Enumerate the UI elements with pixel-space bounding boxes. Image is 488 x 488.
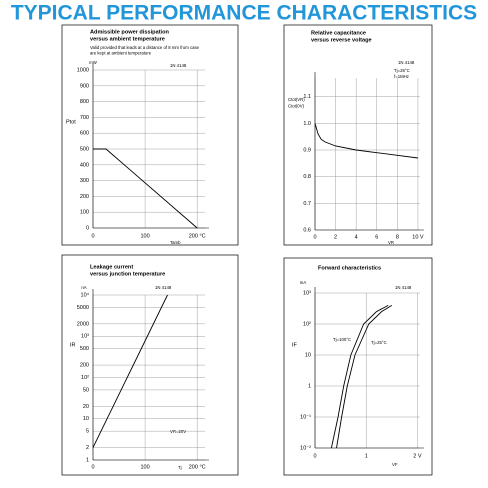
part-number: 1N 4148 — [170, 63, 187, 68]
x-tick-label: 0 — [91, 233, 94, 239]
x-tick-label: 100 — [140, 233, 149, 239]
y-tick-label: 10² — [303, 321, 311, 327]
part-number: 1N 4148 — [395, 285, 412, 290]
data-line — [314, 123, 418, 159]
chart-subtitle: versus junction temperature — [90, 271, 165, 277]
y-tick-label: 10⁻² — [300, 445, 311, 451]
x-tick-label: 4 — [355, 234, 358, 240]
annotation: VR=20V — [170, 429, 186, 434]
x-tick-label: 8 — [396, 234, 399, 240]
y-unit: nA — [81, 285, 86, 290]
y-tick-label: 2000 — [77, 321, 89, 327]
y-tick-label: 10 — [305, 352, 311, 358]
panel-frame — [61, 24, 239, 246]
annotation: Tj=25°C — [371, 340, 387, 345]
y-tick-label: 500 — [80, 146, 89, 152]
y-tick-label: 10³ — [303, 290, 311, 296]
y-tick-label: 0.9 — [303, 147, 311, 153]
chart-subtitle: versus reverse voltage — [311, 37, 372, 43]
page-title: TYPICAL PERFORMANCE CHARACTERISTICS — [11, 2, 477, 25]
y-tick-label: 0 — [86, 225, 89, 231]
x-tick-label: 100 — [140, 464, 149, 470]
y-tick-label: 800 — [80, 99, 89, 105]
y-unit: mW — [89, 60, 98, 65]
chart-subtitle: versus ambient temperature — [90, 36, 165, 42]
annotation: f=1MHz — [394, 74, 409, 79]
y-axis-label: IR — [70, 342, 76, 348]
x-tick-label: 0 — [91, 464, 94, 470]
x-tick-label: 200 °C — [189, 464, 206, 470]
y-tick-label: 10 — [83, 416, 89, 422]
y-axis-label: Ctot(0V) — [288, 104, 305, 109]
y-tick-label: 600 — [80, 131, 89, 137]
chart-title: Relative capacitance — [311, 30, 366, 36]
data-line — [93, 148, 198, 229]
y-axis-label: Ctot(VR) — [288, 97, 305, 102]
y-tick-label: 1.1 — [303, 94, 311, 100]
y-tick-label: 200 — [80, 194, 89, 200]
y-axis-label: IF — [292, 342, 298, 348]
y-tick-label: 0.6 — [303, 227, 311, 233]
y-tick-label: 700 — [80, 115, 89, 121]
y-tick-label: 0.7 — [303, 201, 311, 207]
x-axis-label: VF — [392, 462, 398, 467]
data-line — [92, 294, 168, 448]
x-axis-label: VR — [388, 240, 394, 245]
chart-title: Leakage current — [90, 264, 133, 270]
y-tick-label: 5000 — [77, 305, 89, 311]
x-axis-label: Tj — [178, 465, 182, 470]
y-tick-label: 10² — [81, 375, 89, 381]
y-tick-label: 2 — [86, 445, 89, 451]
chart-note: are kept at ambient temperature — [90, 51, 152, 56]
x-axis-label: Tamb — [170, 240, 181, 245]
y-tick-label: 100 — [80, 210, 89, 216]
y-unit: mA — [300, 280, 307, 285]
panel-frame — [61, 254, 239, 476]
y-tick-label: 10³ — [81, 334, 89, 340]
chart-title: Admissible power dissipation — [90, 29, 170, 35]
y-tick-label: 5 — [86, 429, 89, 435]
x-tick-label: 2 — [334, 234, 337, 240]
x-tick-label: 10 V — [412, 234, 424, 240]
y-tick-label: 1 — [308, 383, 311, 389]
y-tick-label: 10⁻¹ — [300, 414, 311, 420]
y-tick-label: 50 — [83, 387, 89, 393]
y-tick-label: 0.8 — [303, 174, 311, 180]
y-tick-label: 500 — [80, 346, 89, 352]
x-tick-label: 2 V — [413, 453, 422, 459]
y-tick-label: 1 — [86, 457, 89, 463]
y-tick-label: 1.0 — [303, 121, 311, 127]
y-tick-label: 400 — [80, 162, 89, 168]
y-tick-label: 20 — [83, 404, 89, 410]
y-tick-label: 300 — [80, 178, 89, 184]
annotation: Tj=100°C — [333, 337, 351, 342]
annotation: Tj=25°C — [394, 68, 410, 73]
y-tick-label: 1000 — [77, 67, 89, 73]
part-number: 1N 4148 — [155, 285, 172, 290]
y-axis-label: Ptot — [66, 119, 76, 125]
y-tick-label: 10⁴ — [81, 291, 90, 298]
part-number: 1N 4148 — [398, 60, 415, 65]
x-tick-label: 0 — [313, 453, 316, 459]
x-tick-label: 200 °C — [189, 233, 206, 239]
panel-frame — [283, 24, 433, 246]
x-tick-label: 1 — [365, 453, 368, 459]
chart-note: Valid provided that leads at a distance … — [90, 45, 200, 50]
data-line — [336, 304, 393, 449]
x-tick-label: 0 — [313, 234, 316, 240]
x-tick-label: 6 — [375, 234, 378, 240]
chart-title: Forward characteristics — [318, 265, 381, 271]
panel-frame — [283, 257, 433, 476]
y-tick-label: 200 — [80, 363, 89, 369]
data-line — [330, 304, 389, 449]
y-tick-label: 900 — [80, 83, 89, 89]
